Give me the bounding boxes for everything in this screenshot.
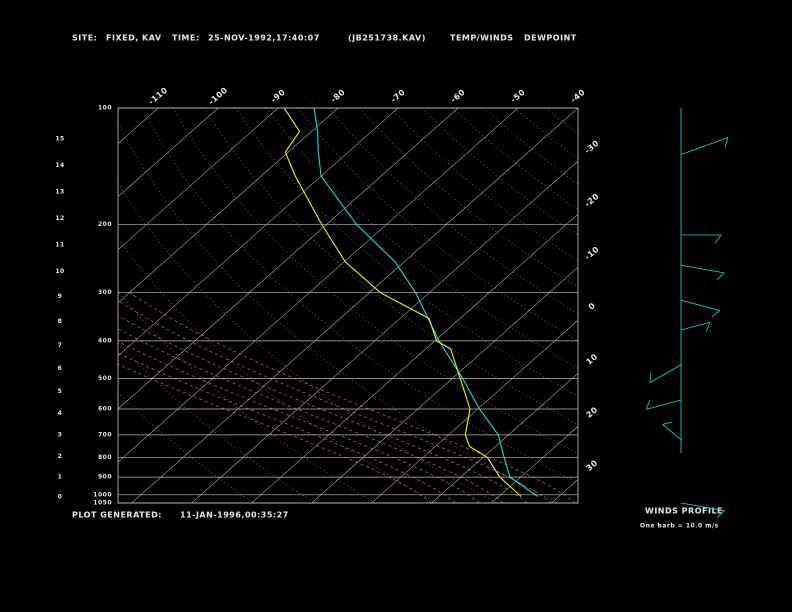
- dry-adiabat: [297, 108, 578, 342]
- isotherm: [431, 372, 578, 503]
- height-label: 11: [55, 242, 64, 249]
- wind-barb-flag: [706, 322, 711, 332]
- isotherm: [118, 108, 339, 304]
- wind-barb-flag: [649, 372, 652, 383]
- wind-barb: [649, 364, 682, 384]
- height-label: 15: [55, 136, 64, 143]
- wind-barb-flag: [645, 399, 651, 410]
- isotherm: [118, 108, 399, 357]
- isotherm: [311, 266, 578, 503]
- height-label: 0: [58, 494, 63, 501]
- wind-barb-flag: [724, 137, 729, 148]
- moist-adiabat: [118, 314, 528, 503]
- pressure-label: 200: [98, 221, 112, 228]
- moist-adiabat: [118, 300, 552, 503]
- overlay: 1002003004005006007008009001000105001234…: [55, 85, 729, 518]
- sounding-line: [313, 108, 539, 497]
- pressure-label: 1050: [93, 500, 112, 507]
- isotherm: [118, 108, 519, 463]
- isotherm: [118, 108, 279, 251]
- height-label: 2: [58, 453, 63, 460]
- height-label: 9: [58, 293, 63, 300]
- height-label: 8: [58, 318, 63, 325]
- height-label: 5: [58, 388, 63, 395]
- height-label: 14: [55, 162, 64, 169]
- winds-title: WINDS PROFILE: [645, 507, 723, 516]
- pressure-label: 600: [98, 405, 112, 412]
- pressure-label: 900: [98, 474, 112, 481]
- wind-barb: [680, 137, 729, 156]
- legend-temp: TEMP/WINDS: [450, 34, 514, 43]
- winds-note: One barb = 10.0 m/s: [640, 523, 719, 530]
- dry-adiabat: [118, 182, 498, 503]
- height-label: 12: [55, 215, 64, 222]
- site: FIXED, KAV: [106, 34, 162, 43]
- wind-barb-flag: [662, 421, 673, 425]
- isotherm: [118, 108, 219, 198]
- height-label: 4: [58, 410, 63, 417]
- pressure-label: 500: [98, 375, 112, 382]
- dry-adiabat: [141, 108, 578, 484]
- site-label: SITE:: [72, 34, 97, 43]
- height-label: 1: [58, 473, 63, 480]
- time-label: TIME:: [172, 34, 200, 43]
- isotherm: [491, 426, 578, 503]
- wind-barb-flag: [711, 310, 720, 318]
- pressure-label: 300: [98, 289, 112, 296]
- moist-adiabat: [118, 328, 504, 503]
- moist-adiabat: [129, 292, 576, 503]
- wind-barb: [680, 299, 720, 311]
- pressure-label: 100: [98, 105, 112, 112]
- footer-label: PLOT GENERATED:: [72, 511, 162, 520]
- time: 25-NOV-1992,17:40:07: [208, 34, 320, 43]
- height-label: 6: [58, 365, 63, 372]
- dry-adiabat: [203, 108, 578, 425]
- pressure-label: 800: [98, 454, 112, 461]
- height-label: 3: [58, 432, 63, 439]
- isotherm: [131, 108, 578, 503]
- wind-barb: [680, 321, 711, 331]
- pressure-label: 700: [98, 431, 112, 438]
- wind-barb: [662, 424, 682, 441]
- file: (JB251738.KAV): [348, 34, 426, 43]
- temp-label: 0: [587, 301, 597, 312]
- wind-barb: [646, 399, 682, 410]
- wind-barb: [680, 264, 725, 274]
- isotherm: [251, 213, 578, 503]
- height-label: 10: [55, 268, 64, 275]
- dry-adiabat: [118, 121, 559, 503]
- isotherm: [191, 160, 578, 503]
- pressure-label: 1000: [93, 491, 112, 498]
- wind-barb-flag: [716, 510, 725, 518]
- footer-time: 11-JAN-1996,00:35:27: [180, 511, 289, 520]
- dry-adiabat: [118, 392, 254, 503]
- isotherm: [118, 108, 459, 410]
- dry-adiabat: [118, 238, 437, 503]
- height-label: 13: [55, 189, 64, 196]
- wind-barb: [680, 502, 725, 512]
- height-label: 7: [58, 342, 63, 349]
- legend-dewpoint: DEWPOINT: [524, 34, 577, 43]
- moist-adiabat: [118, 341, 480, 503]
- isotherm: [371, 319, 578, 503]
- dry-adiabat: [118, 342, 315, 503]
- pressure-label: 400: [98, 337, 112, 344]
- wind-barb-flag: [714, 234, 722, 244]
- wind-barb-flag: [716, 272, 725, 281]
